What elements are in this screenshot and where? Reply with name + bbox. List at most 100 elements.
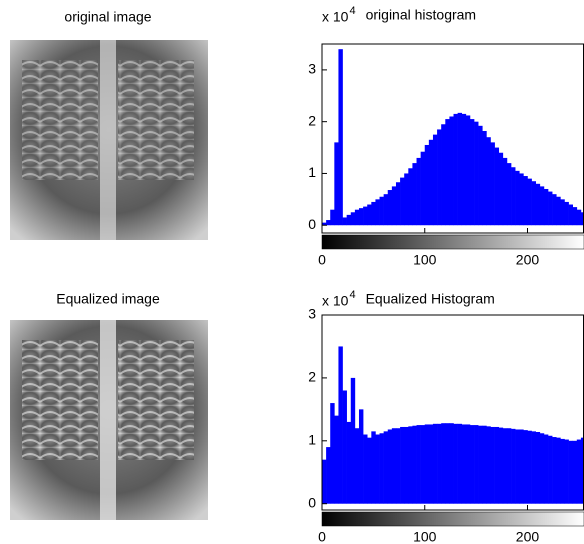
bar <box>445 119 449 225</box>
bar <box>404 173 408 225</box>
x-tick-label: 0 <box>318 529 326 544</box>
bar <box>482 131 486 225</box>
y-tick-label: 1 <box>308 432 316 448</box>
bar <box>486 426 490 503</box>
bar <box>499 153 503 225</box>
scale-exponent: 4 <box>349 5 355 17</box>
x-tick-label: 0 <box>318 252 326 268</box>
bar <box>421 425 425 504</box>
bar <box>363 435 367 504</box>
bar <box>536 184 540 225</box>
bar <box>326 220 330 225</box>
image <box>10 40 208 240</box>
bar <box>540 433 544 503</box>
page: {"images": [{"title": "original image"},… <box>0 0 584 544</box>
bar <box>560 199 564 225</box>
bar <box>334 142 338 225</box>
bar <box>548 436 552 504</box>
bar <box>507 428 511 503</box>
bar <box>544 435 548 504</box>
y-tick-label: 3 <box>308 306 316 322</box>
bar <box>404 427 408 504</box>
bar <box>495 427 499 504</box>
bar <box>507 163 511 225</box>
bar <box>392 428 396 503</box>
bar <box>355 428 359 503</box>
bar <box>552 437 556 504</box>
bar <box>441 124 445 225</box>
plot-area <box>322 49 584 225</box>
bar <box>515 171 519 225</box>
bar <box>577 210 581 226</box>
bar <box>322 460 326 504</box>
bar <box>355 210 359 226</box>
bar <box>334 416 338 504</box>
bar <box>396 182 400 225</box>
bar <box>375 435 379 504</box>
bar <box>556 197 560 225</box>
bar <box>388 429 392 503</box>
bar <box>449 116 453 225</box>
bar <box>412 163 416 225</box>
bar <box>511 429 515 504</box>
bar <box>564 440 568 504</box>
bar <box>474 425 478 504</box>
bar <box>462 424 466 503</box>
bar <box>417 158 421 225</box>
bar <box>544 189 548 225</box>
bar <box>338 49 342 225</box>
bar <box>347 215 351 225</box>
bar <box>573 207 577 225</box>
bar <box>408 168 412 225</box>
bar <box>560 439 564 504</box>
image-title: original image <box>64 9 151 25</box>
bar <box>351 378 355 504</box>
bar <box>523 430 527 504</box>
x-tick-label: 100 <box>413 529 437 544</box>
bar <box>523 176 527 225</box>
y-tick-label: 0 <box>308 216 316 232</box>
bar <box>569 441 573 504</box>
colorbar <box>322 235 584 249</box>
bar <box>519 429 523 503</box>
bar <box>458 113 462 225</box>
scale-label: x 10 <box>322 293 349 309</box>
bar <box>491 427 495 504</box>
bar <box>486 137 490 225</box>
bar <box>359 208 363 225</box>
bar <box>491 142 495 225</box>
image <box>10 320 208 520</box>
bar <box>454 114 458 225</box>
figure: original image Equalized image 012301002… <box>0 0 584 544</box>
scale-label: x 10 <box>322 9 349 25</box>
plot-area <box>322 346 584 503</box>
bar <box>503 428 507 503</box>
bar <box>384 431 388 503</box>
bar <box>470 119 474 225</box>
bar <box>437 129 441 225</box>
bar <box>367 438 371 504</box>
bar <box>454 424 458 504</box>
bar <box>347 422 351 504</box>
bar <box>445 423 449 504</box>
bar <box>527 179 531 226</box>
bar <box>470 425 474 504</box>
bar <box>519 173 523 225</box>
bar <box>380 433 384 503</box>
y-tick-label: 2 <box>308 112 316 128</box>
bar <box>330 210 334 226</box>
bar <box>466 424 470 503</box>
bar <box>474 122 478 226</box>
bar <box>564 202 568 225</box>
bar <box>408 426 412 503</box>
bar <box>515 429 519 503</box>
bar <box>384 194 388 225</box>
bar <box>556 438 560 504</box>
bar <box>412 426 416 504</box>
bar <box>532 431 536 503</box>
x-tick-label: 200 <box>516 529 540 544</box>
bar <box>343 390 347 503</box>
bar <box>540 186 544 225</box>
bar <box>478 426 482 504</box>
bar <box>499 428 503 504</box>
